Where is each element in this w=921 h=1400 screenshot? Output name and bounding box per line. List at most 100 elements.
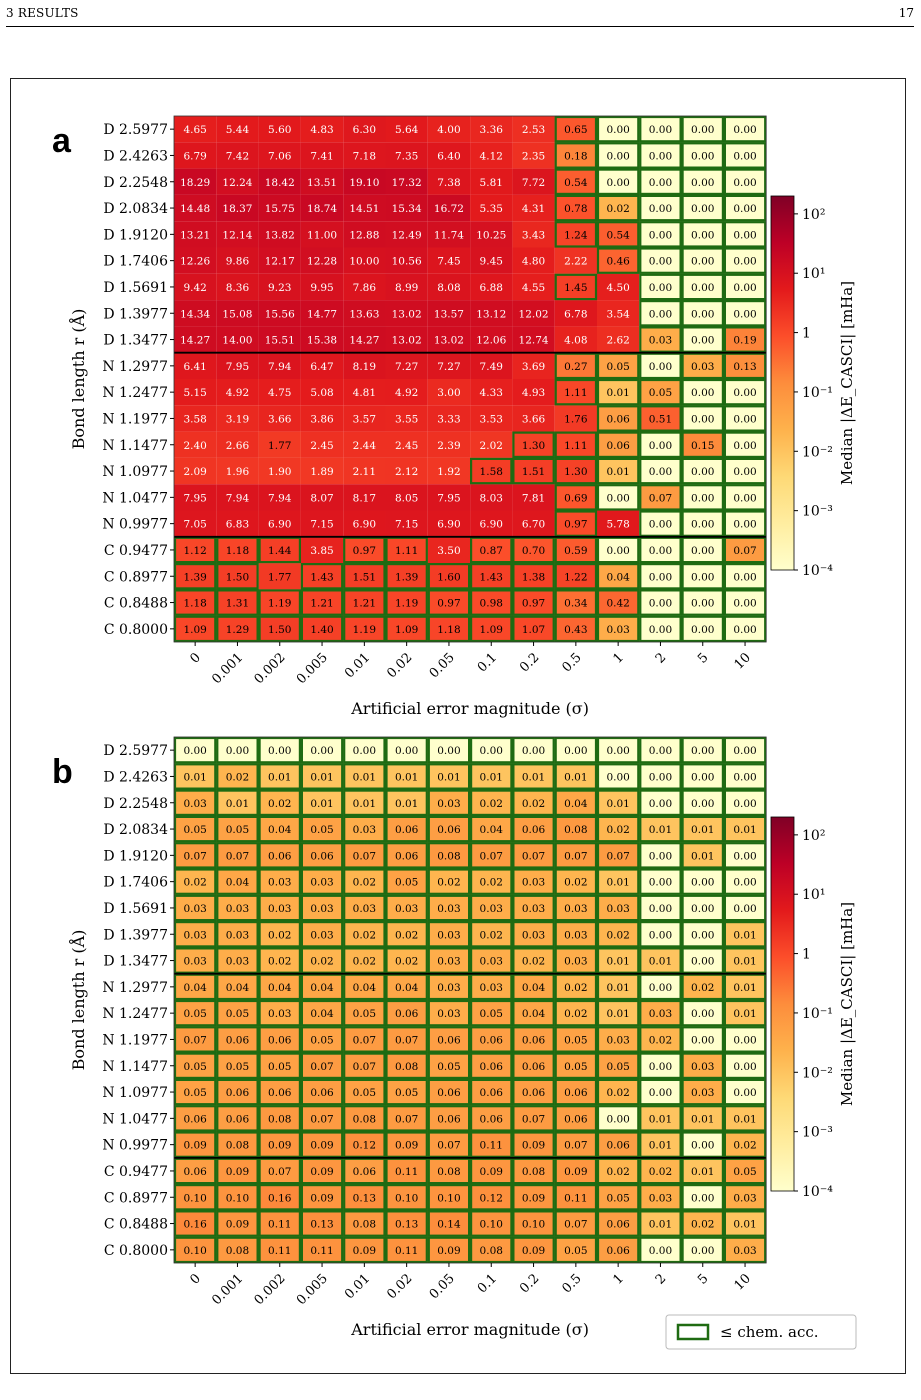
heatmap-cell [512,1078,555,1106]
heatmap-cell [470,379,513,406]
cell-value-label: 0.00 [649,150,672,162]
cell-value-label: 3.50 [437,545,460,557]
cell-value-label: 0.01 [733,1008,756,1020]
heatmap-cell [723,1131,767,1158]
cell-value-label: 0.10 [183,1192,206,1204]
cell-value-label: 0.00 [649,1087,672,1099]
chem-acc-outline [173,894,217,922]
cell-value-label: 0.02 [310,956,333,968]
chem-acc-outline [596,1157,640,1185]
heatmap-cell [639,379,682,406]
chem-acc-outline [427,1052,471,1079]
cell-value-label: 0.06 [183,1113,207,1125]
chem-acc-outline [343,536,386,564]
heatmap-cell [258,326,301,353]
cell-value-label: 0.00 [649,624,672,636]
heatmap-cell [427,1210,471,1237]
chem-acc-outline [470,536,513,564]
heatmap-cell [174,563,217,590]
heatmap-cell [681,921,724,948]
cell-value-label: 9.45 [480,256,503,268]
cell-value-label: 0.02 [268,929,291,941]
heatmap-cell [681,431,724,458]
chem-acc-outline [639,1052,682,1079]
heatmap-cell [385,563,428,590]
chem-acc-outline [512,1131,555,1158]
heatmap-cell [597,815,640,843]
cell-value-label: 2.45 [310,440,333,452]
cell-value-label: 0.02 [691,1219,714,1231]
heatmap-cell [512,1236,555,1263]
heatmap-cell [300,1236,344,1263]
chem-acc-outline [427,1183,471,1211]
cell-value-label: 0.01 [606,982,629,994]
cell-value-label: 0.00 [606,545,629,557]
chem-acc-outline [596,1131,640,1158]
heatmap-cell [343,168,386,195]
heatmap-cell [723,194,767,222]
colorbar [770,195,795,571]
chem-acc-outline [681,1157,724,1185]
cell-value-label: 6.88 [480,282,503,294]
heatmap-cell [597,973,640,1000]
heatmap-cell [300,116,344,143]
heatmap-cell [723,921,767,948]
heatmap-cell [174,973,217,1000]
heatmap-cell [681,563,724,590]
chem-acc-outline [385,999,428,1027]
cell-value-label: 0.00 [691,492,714,504]
heatmap-cell [385,737,428,764]
heatmap-cell [385,1078,428,1106]
cell-value-label: 4.65 [183,124,206,136]
cell-value-label: 0.04 [183,982,207,994]
cell-value-label: 0.12 [480,1192,503,1204]
chem-acc-outline [681,842,724,869]
chem-acc-outline [554,1157,598,1185]
chem-acc-outline [385,536,428,564]
heatmap-cell [512,615,555,642]
chem-acc-outline [723,1078,767,1106]
cell-value-label: 0.06 [353,1166,377,1178]
heatmap-cell [427,194,471,222]
heatmap-cell [343,457,386,485]
heatmap-cell [174,457,217,485]
cell-value-label: 1.29 [226,624,249,636]
cell-value-label: 5.64 [395,124,419,136]
chem-acc-outline [427,1210,471,1237]
heatmap-cell [300,510,344,537]
cell-value-label: 3.85 [310,545,333,557]
chem-acc-outline [512,894,555,922]
heatmap-cell [639,1184,682,1211]
heatmap-cell [300,194,344,222]
chem-acc-outline [723,1157,767,1185]
chem-acc-outline [385,947,428,974]
cell-value-label: 2.45 [395,440,418,452]
cell-value-label: 0.51 [649,413,672,425]
chem-acc-outline [639,736,682,764]
chem-acc-outline [300,999,344,1027]
y-tick-label: N 0.9977 [102,1138,168,1154]
chem-acc-outline [639,589,682,616]
chem-acc-outline [681,1026,724,1053]
heatmap-cell [470,973,513,1000]
cell-value-label: 3.66 [268,413,292,425]
heatmap-cell [258,1236,301,1263]
heatmap-cell [343,789,386,816]
cell-value-label: 8.08 [437,282,460,294]
heatmap-cell [300,379,344,406]
heatmap-cell [723,763,767,790]
heatmap-cell [554,431,597,458]
cell-value-label: 0.07 [310,1061,333,1073]
heatmap-cell [216,1000,259,1027]
chem-acc-outline [470,457,513,485]
heatmap-cell [174,868,217,895]
chem-acc-outline [258,868,302,895]
heatmap-cell [512,300,555,327]
cell-value-label: 7.45 [437,256,460,268]
heatmap-cell [385,247,428,274]
chem-acc-outline [596,1105,640,1132]
heatmap-cell [216,326,259,353]
cell-value-label: 4.31 [522,203,545,215]
heatmap-cell [470,1131,513,1158]
cell-value-label: 3.53 [480,413,503,425]
